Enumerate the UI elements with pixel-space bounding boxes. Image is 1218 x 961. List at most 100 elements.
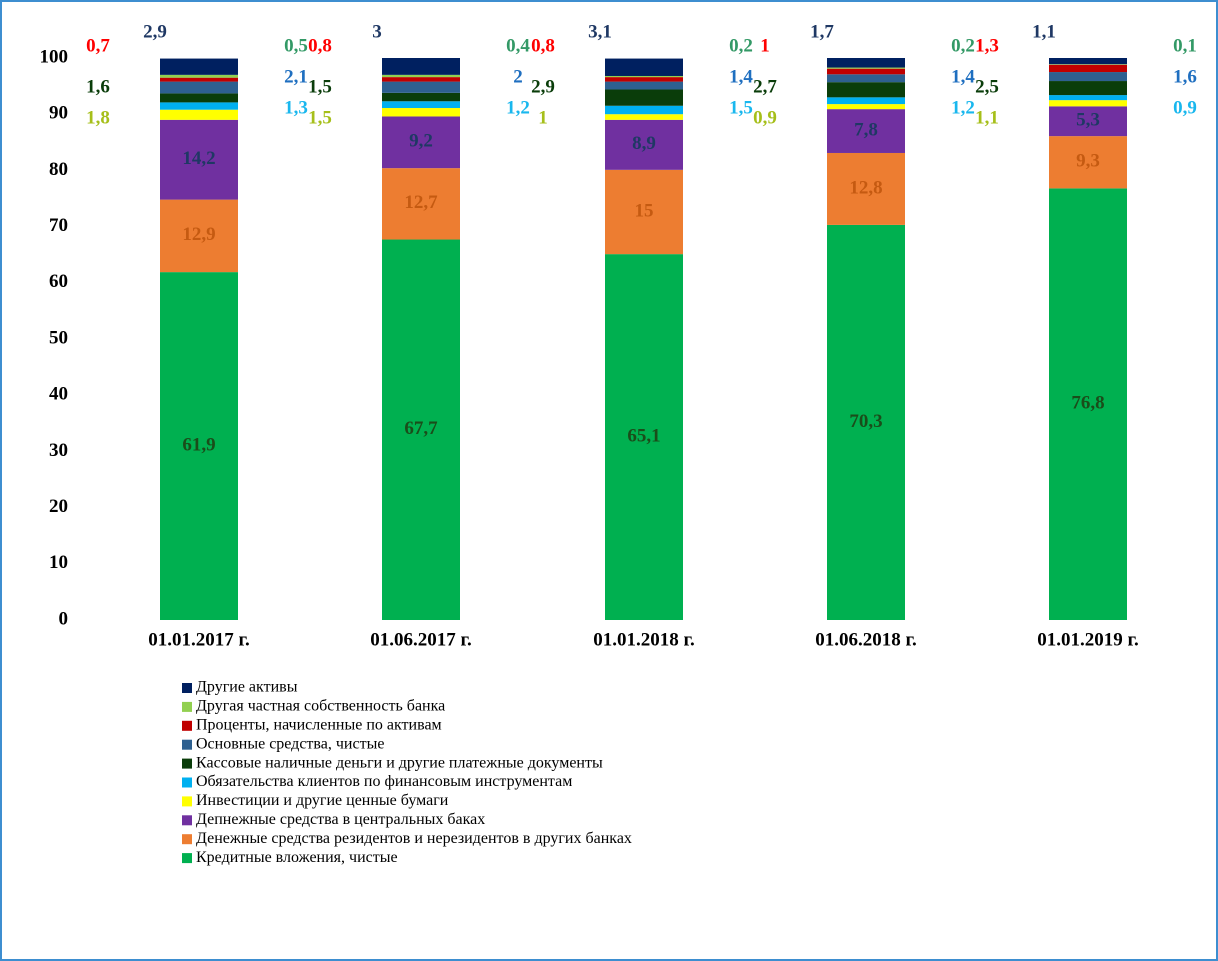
legend-label: Другие активы <box>196 679 298 696</box>
legend-label: Денежные средства резидентов и нерезиден… <box>196 830 632 847</box>
bar-segment <box>160 199 238 273</box>
bar-segment <box>1049 58 1127 65</box>
data-label: 0,2 <box>951 35 975 56</box>
data-label: 3 <box>372 21 382 42</box>
bar-segment <box>382 108 460 117</box>
data-label: 1,4 <box>729 66 753 87</box>
bar-segment <box>605 81 683 90</box>
bar-segment <box>1049 136 1127 189</box>
bar-segment <box>605 119 683 170</box>
data-label: 1,4 <box>951 66 975 87</box>
y-tick-label: 0 <box>59 608 69 629</box>
bar-segment <box>827 109 905 153</box>
bar-segment <box>382 77 460 82</box>
legend-label: Обязательства клиентов по финансовым инс… <box>196 773 572 790</box>
bar-segment <box>160 93 238 103</box>
bar-segment <box>827 67 905 69</box>
legend-swatch <box>182 796 192 807</box>
y-tick-label: 30 <box>49 440 68 461</box>
legend-label: Депнежные средства в центральных баках <box>196 811 485 828</box>
data-label: 70,3 <box>849 411 882 432</box>
data-label: 0,9 <box>1173 97 1197 118</box>
data-label: 1,1 <box>975 107 999 128</box>
data-label: 0,7 <box>86 35 110 56</box>
data-label: 1,7 <box>810 21 834 42</box>
legend-label: Основные средства, чистые <box>196 735 384 752</box>
data-label: 1,6 <box>86 76 110 97</box>
data-label: 0,1 <box>1173 35 1197 56</box>
bar-segment <box>605 105 683 115</box>
legend-swatch <box>182 834 192 845</box>
bar-segment <box>160 77 238 82</box>
data-label: 1,5 <box>308 76 332 97</box>
data-label: 1,8 <box>86 107 110 128</box>
bar-segment <box>160 74 238 78</box>
bar-segment <box>160 272 238 620</box>
data-label: 2,9 <box>531 76 555 97</box>
bar-segment <box>382 168 460 240</box>
bar-segment <box>605 89 683 106</box>
bar-segment <box>160 58 238 75</box>
bar-segment <box>1049 64 1127 65</box>
bar-segment <box>1049 100 1127 107</box>
data-label: 12,9 <box>182 224 215 245</box>
bar-segment <box>160 109 238 120</box>
data-label: 2,7 <box>753 76 777 97</box>
data-label: 5,3 <box>1076 110 1100 131</box>
bar-segment <box>382 116 460 169</box>
data-label: 9,2 <box>409 131 433 152</box>
bar-segment <box>382 92 460 102</box>
bar-segment <box>1049 106 1127 137</box>
bar-segment <box>605 77 683 82</box>
bar-segment <box>382 81 460 93</box>
bar-segment <box>160 102 238 110</box>
bar-segment <box>382 58 460 75</box>
x-tick-label: 01.06.2017 г. <box>370 629 472 650</box>
data-label: 1 <box>760 35 770 56</box>
y-tick-label: 40 <box>49 384 68 405</box>
data-label: 76,8 <box>1071 393 1104 414</box>
data-label: 1,2 <box>951 97 975 118</box>
bar-segment <box>605 254 683 620</box>
data-label: 0,4 <box>506 35 530 56</box>
data-label: 1,5 <box>729 97 753 118</box>
bar-segment <box>827 58 905 68</box>
legend-swatch <box>182 739 192 750</box>
legend-label: Инвестиции и другие ценные бумаги <box>196 792 449 809</box>
bar-segment <box>1049 64 1127 73</box>
bar-segment <box>1049 95 1127 101</box>
bar-segment <box>605 169 683 255</box>
data-label: 9,3 <box>1076 151 1100 172</box>
bar-segment <box>382 239 460 620</box>
data-label: 2,5 <box>975 76 999 97</box>
legend-swatch <box>182 777 192 788</box>
data-label: 1 <box>538 107 548 128</box>
data-label: 15 <box>635 200 654 221</box>
data-label: 0,2 <box>729 35 753 56</box>
x-tick-label: 01.01.2018 г. <box>593 629 695 650</box>
legend-swatch <box>182 683 192 693</box>
data-label: 14,2 <box>182 148 215 169</box>
legend-swatch <box>182 815 192 826</box>
y-tick-label: 80 <box>49 159 68 180</box>
bar-segment <box>827 68 905 75</box>
x-tick-label: 01.01.2017 г. <box>148 629 250 650</box>
data-label: 1,3 <box>284 97 308 118</box>
data-label: 1,1 <box>1032 21 1056 42</box>
data-label: 8,9 <box>632 133 656 154</box>
data-label: 1,5 <box>308 107 332 128</box>
bar-segment <box>827 104 905 110</box>
y-tick-label: 60 <box>49 271 68 292</box>
bar-segment <box>382 74 460 78</box>
bar-segment <box>1049 72 1127 82</box>
bar-segment <box>827 152 905 225</box>
data-label: 7,8 <box>854 119 878 140</box>
legend-label: Другая частная собственность банка <box>196 698 445 715</box>
data-label: 12,7 <box>404 192 438 213</box>
data-label: 0,8 <box>308 35 332 56</box>
bar-segment <box>827 82 905 98</box>
x-tick-label: 01.06.2018 г. <box>815 629 917 650</box>
data-label: 0,8 <box>531 35 555 56</box>
x-tick-label: 01.01.2019 г. <box>1037 629 1139 650</box>
